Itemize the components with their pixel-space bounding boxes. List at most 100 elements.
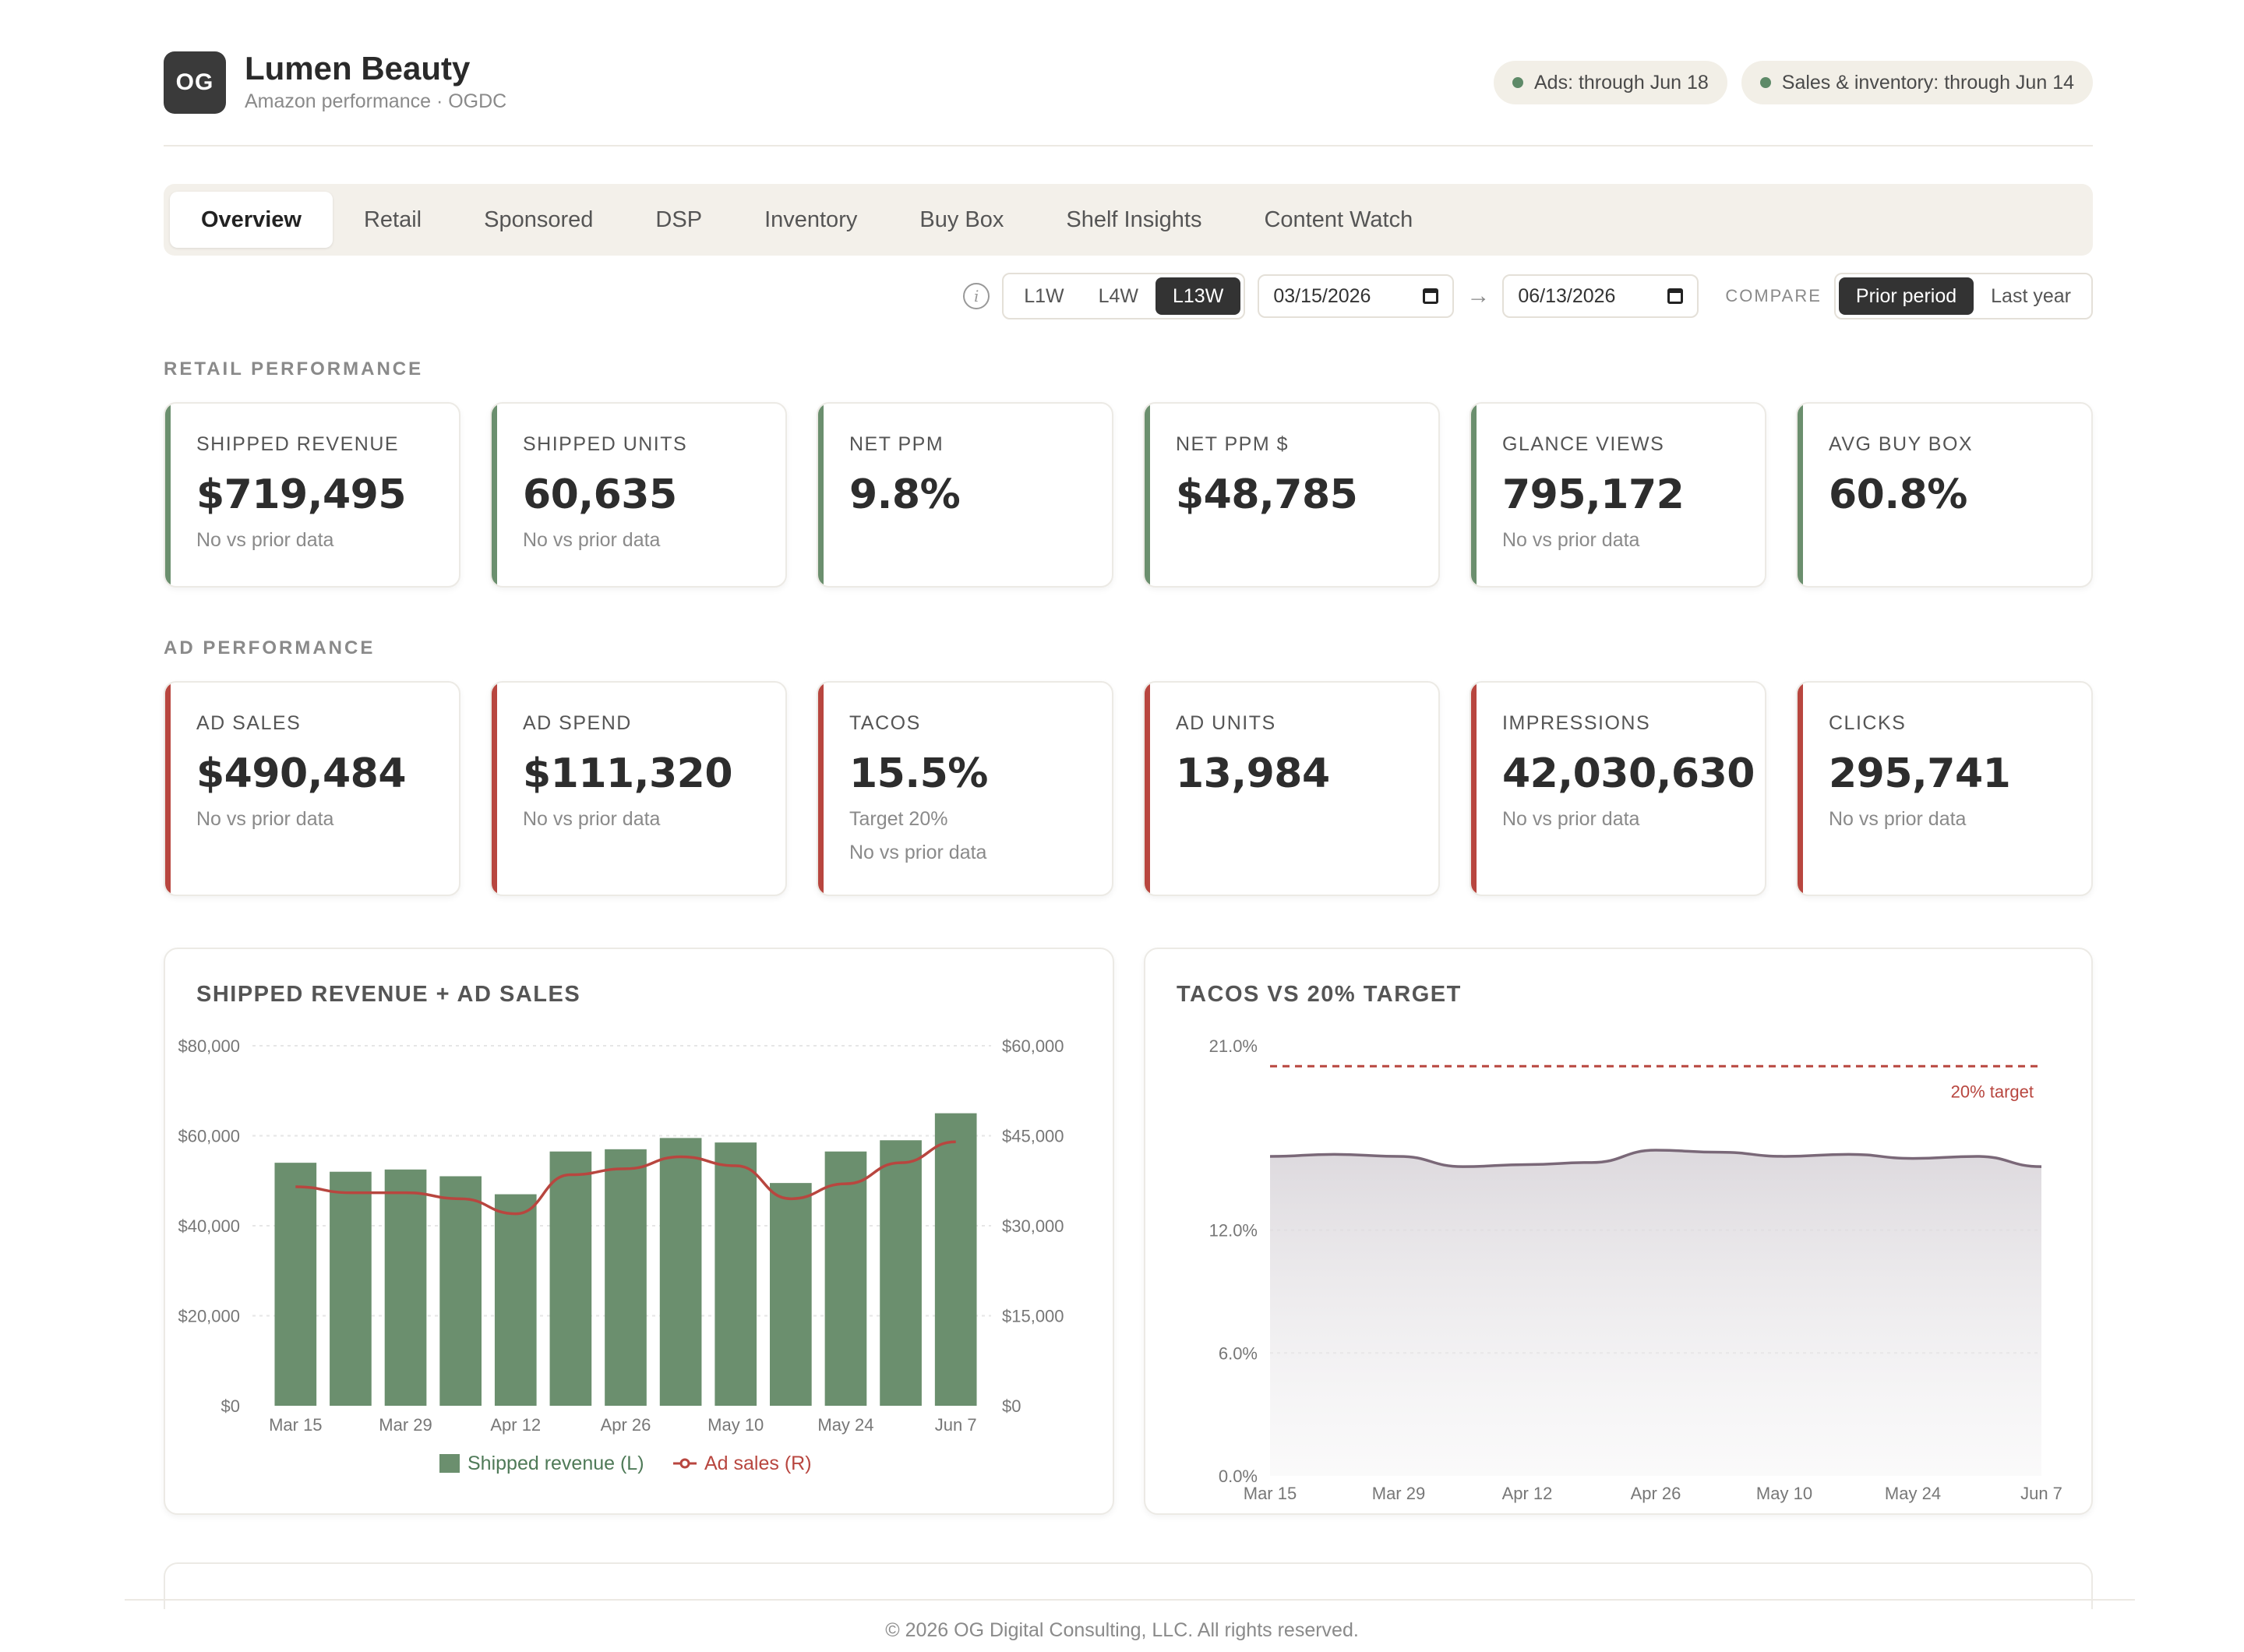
retail-kpi-cards: SHIPPED REVENUE $719,495 No vs prior dat… [164,402,2093,588]
revenue-bar [274,1163,317,1406]
kpi-label: CLICKS [1829,712,1907,734]
retail-section-label: RETAIL PERFORMANCE [164,358,424,379]
compare-last-year[interactable]: Last year [1991,284,2071,307]
tab-retail[interactable]: Retail [363,206,422,232]
kpi-card-tacos[interactable]: TACOS 15.5% Target 20% No vs prior data [817,681,1113,896]
kpi-card-shipped-revenue[interactable]: SHIPPED REVENUE $719,495 No vs prior dat… [164,402,460,588]
arrow-right-icon: → [1466,283,1491,309]
y-left-tick-label: $40,000 [178,1216,240,1236]
legend-revenue-label: Shipped revenue (L) [468,1453,644,1474]
ads-kpi-cards: AD SALES $490,484 No vs prior data AD SP… [164,681,2093,896]
tab-content-watch[interactable]: Content Watch [1264,206,1413,232]
legend-ad-sales-label: Ad sales (R) [704,1453,812,1474]
kpi-card-shipped-units[interactable]: SHIPPED UNITS 60,635 No vs prior data [490,402,787,588]
legend-revenue-swatch [439,1454,460,1473]
tab-shelf-insights[interactable]: Shelf Insights [1066,206,1202,232]
ads-section-label: AD PERFORMANCE [164,637,376,658]
kpi-card-ad-spend[interactable]: AD SPEND $111,320 No vs prior data [490,681,787,896]
kpi-card-ad-units[interactable]: AD UNITS 13,984 [1143,681,1440,896]
kpi-card-net-ppm-dollars[interactable]: NET PPM $ $48,785 [1143,402,1440,588]
range-l1w[interactable]: L1W [1024,284,1064,307]
brand-logo[interactable]: OG [164,51,226,114]
kpi-card-glance-views[interactable]: GLANCE VIEWS 795,172 No vs prior data [1470,402,1766,588]
revenue-bar [770,1183,812,1406]
compare-selector: Prior period Last year [1833,273,2093,319]
start-date-value: 03/15/2026 [1273,284,1371,307]
target-label: 20% target [1951,1082,2034,1101]
revenue-bar [605,1149,647,1406]
next-panel-stub [164,1562,2093,1609]
y-left-tick-label: $80,000 [178,1036,240,1056]
kpi-value: 795,172 [1502,471,1685,518]
x-tick-label: May 10 [707,1415,764,1435]
tab-dsp[interactable]: DSP [655,206,703,232]
range-l4w[interactable]: L4W [1098,284,1138,307]
tacos-area [1270,1150,2041,1476]
x-tick-label: Jun 7 [2020,1484,2062,1503]
tab-sponsored[interactable]: Sponsored [484,206,594,232]
x-tick-label: Mar 29 [1372,1484,1425,1503]
revenue-ad-sales-chart[interactable]: $80,000 $60,000 $40,000 $20,000 $0 $60,000 $45… [165,949,1113,1513]
tab-inventory[interactable]: Inventory [764,206,858,232]
x-tick-label: Mar 29 [379,1415,432,1435]
status-dot-icon [1759,77,1771,88]
kpi-label: AVG BUY BOX [1829,433,1974,455]
footer-divider [125,1599,2135,1601]
y-right-tick-label: $0 [1002,1396,1021,1416]
tab-overview[interactable]: Overview [170,192,333,248]
y-right-tick-label: $30,000 [1002,1216,1064,1236]
x-tick-label: Mar 15 [269,1415,322,1435]
sales-status-label: Sales & inventory: through Jun 14 [1781,71,2074,94]
y-left-tick-label: $0 [221,1396,240,1416]
kpi-card-avg-buy-box[interactable]: AVG BUY BOX 60.8% [1796,402,2093,588]
revenue-bar [824,1151,867,1406]
kpi-card-impressions[interactable]: IMPRESSIONS 42,030,630 No vs prior data [1470,681,1766,896]
revenue-bar [549,1151,592,1406]
start-date-input[interactable]: 03/15/2026 [1258,274,1455,318]
calendar-icon[interactable] [1423,288,1439,304]
tacos-chart[interactable]: 21.0% 12.0% 6.0% 0.0% 20% target Mar 15 Mar 29… [1145,949,2091,1513]
tacos-chart-panel: TACOS VS 20% TARGET 21.0% 12.0% 6.0% 0.0% 20… [1144,948,2093,1515]
kpi-card-net-ppm[interactable]: NET PPM 9.8% [817,402,1113,588]
revenue-ad-sales-chart-panel: SHIPPED REVENUE + AD SALES $80,000 $60,00… [164,948,1114,1515]
x-tick-label: Jun 7 [935,1415,977,1435]
kpi-label: NET PPM $ [1176,433,1290,455]
header-divider [164,145,2093,146]
kpi-value: 295,741 [1829,750,2011,797]
header: OG Lumen Beauty Amazon performance · OGD… [164,50,2093,129]
revenue-bar [384,1169,427,1406]
end-date-value: 06/13/2026 [1518,284,1616,307]
kpi-label: SHIPPED REVENUE [196,433,400,455]
tab-bar: Overview Retail Sponsored DSP Inventory … [164,184,2093,256]
kpi-label: AD UNITS [1176,712,1276,734]
kpi-card-ad-sales[interactable]: AD SALES $490,484 No vs prior data [164,681,460,896]
kpi-value: $719,495 [196,471,407,518]
chart-title: SHIPPED REVENUE + AD SALES [196,982,581,1007]
kpi-card-clicks[interactable]: CLICKS 295,741 No vs prior data [1796,681,2093,896]
tacos-line [1269,1149,2042,1168]
x-tick-label: Apr 26 [1631,1484,1681,1503]
kpi-note: No vs prior data [196,808,334,830]
range-l13w[interactable]: L13W [1156,277,1241,315]
ads-status-pill: Ads: through Jun 18 [1493,61,1727,104]
chart-title: TACOS VS 20% TARGET [1177,982,1462,1007]
calendar-icon[interactable] [1667,288,1684,304]
kpi-label: IMPRESSIONS [1502,712,1651,734]
kpi-label: NET PPM [849,433,944,455]
kpi-note: No vs prior data [1502,529,1640,551]
status-dot-icon [1512,77,1523,88]
revenue-bar [659,1138,702,1406]
kpi-value: 60,635 [523,471,677,518]
kpi-value: 15.5% [849,750,988,797]
x-tick-label: Mar 15 [1244,1484,1297,1503]
tab-buy-box[interactable]: Buy Box [919,206,1004,232]
date-controls: i L1W L4W L13W 03/15/2026 → 06/13/2026 C… [963,273,2093,319]
kpi-note: No vs prior data [523,529,661,551]
end-date-input[interactable]: 06/13/2026 [1502,274,1699,318]
compare-label: COMPARE [1725,286,1822,305]
info-icon[interactable]: i [963,283,990,309]
x-tick-label: Apr 12 [1502,1484,1553,1503]
compare-prior-period[interactable]: Prior period [1838,277,1974,315]
y-right-tick-label: $15,000 [1002,1307,1064,1326]
kpi-label: AD SALES [196,712,302,734]
